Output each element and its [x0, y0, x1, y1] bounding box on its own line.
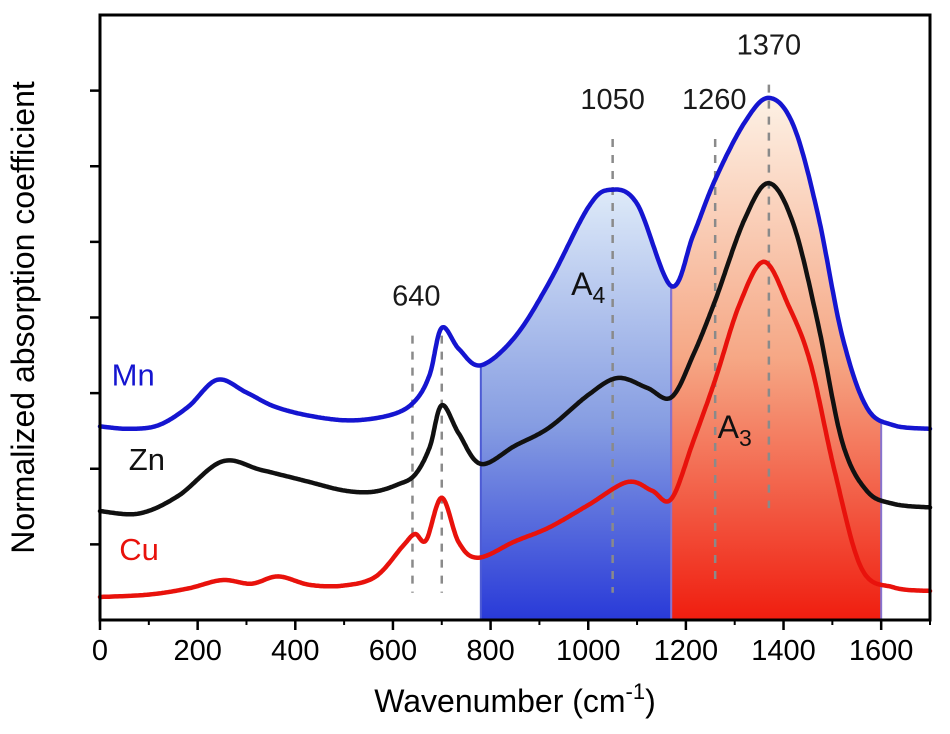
peak-label-640: 640 [392, 280, 440, 312]
series-labels: Cu Zn Mn [112, 357, 165, 567]
series-curve-cu [97, 259, 933, 600]
x-tick-label-1400: 1400 [751, 635, 816, 667]
peak-labels: 640 1050 1260 1370 [392, 29, 801, 312]
series-curve-mn [97, 95, 933, 432]
x-tick-label-0: 0 [92, 635, 108, 667]
x-tick-label-1600: 1600 [849, 635, 914, 667]
series-label-cu: Cu [119, 532, 159, 567]
region-fill-A3 [671, 97, 882, 620]
region-label-A4: A4 [571, 266, 605, 308]
x-tick-label-1000: 1000 [556, 635, 621, 667]
spectra-curves [97, 95, 933, 600]
series-curve-zn [97, 180, 933, 517]
shaded-regions [479, 97, 883, 620]
x-axis-title: Wavenumber (cm-1) [374, 679, 656, 719]
x-tick-label-800: 800 [466, 635, 514, 667]
x-tick-label-400: 400 [271, 635, 319, 667]
x-tick-label-200: 200 [173, 635, 221, 667]
dashed-guide-lines [411, 84, 771, 593]
peak-label-1370: 1370 [737, 29, 802, 61]
axes: 0 200 400 600 800 1000 1200 1400 1600 [90, 13, 932, 667]
peak-label-1260: 1260 [682, 84, 747, 116]
series-label-zn: Zn [129, 442, 165, 477]
y-axis-title: Normalized absorption coefficient [5, 81, 41, 554]
axis-titles: Wavenumber (cm-1) Normalized absorption c… [5, 81, 656, 719]
peak-label-1050: 1050 [580, 84, 645, 116]
region-labels: A4 A3 [571, 266, 752, 451]
region-label-A3: A3 [718, 409, 752, 451]
x-tick-label-600: 600 [369, 635, 417, 667]
series-label-mn: Mn [112, 357, 155, 392]
x-tick-label-1200: 1200 [654, 635, 719, 667]
